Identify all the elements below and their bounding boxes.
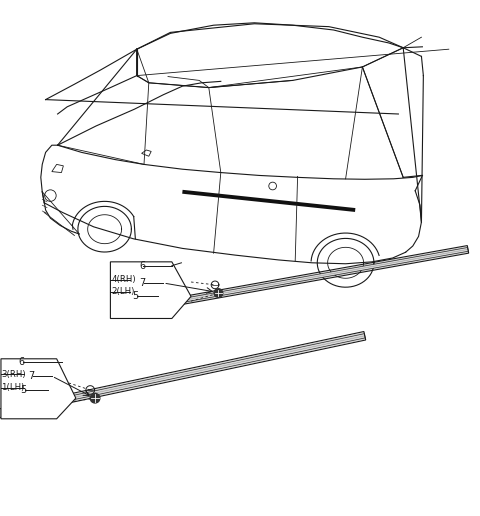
Polygon shape bbox=[110, 262, 191, 318]
Text: 7: 7 bbox=[139, 278, 145, 288]
Polygon shape bbox=[0, 407, 8, 418]
Polygon shape bbox=[134, 303, 147, 313]
Text: 4(RH): 4(RH) bbox=[111, 275, 136, 284]
Circle shape bbox=[90, 393, 100, 403]
Text: 7: 7 bbox=[28, 371, 34, 381]
Text: 3(RH): 3(RH) bbox=[1, 369, 25, 379]
Polygon shape bbox=[7, 334, 365, 414]
Text: 2(LH): 2(LH) bbox=[111, 287, 135, 296]
Text: 5: 5 bbox=[20, 385, 26, 395]
Text: 1(LH): 1(LH) bbox=[1, 383, 24, 392]
Circle shape bbox=[214, 289, 223, 297]
Text: 6: 6 bbox=[139, 261, 145, 271]
Text: 6: 6 bbox=[18, 357, 24, 367]
Polygon shape bbox=[52, 165, 63, 172]
Polygon shape bbox=[142, 150, 151, 156]
Polygon shape bbox=[1, 359, 76, 419]
Polygon shape bbox=[146, 248, 468, 309]
Text: 5: 5 bbox=[132, 292, 138, 301]
